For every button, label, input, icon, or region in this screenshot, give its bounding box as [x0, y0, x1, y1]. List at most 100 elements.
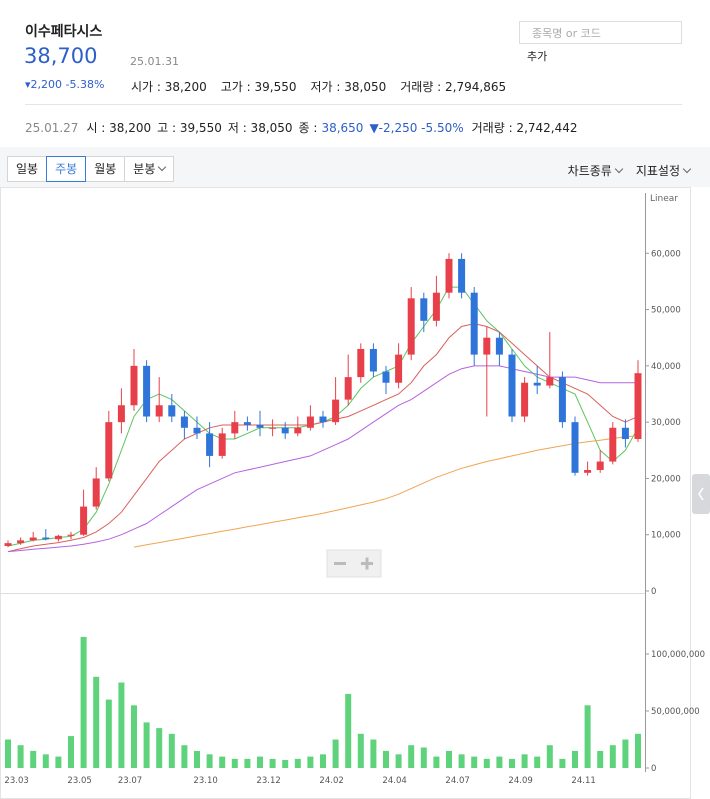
- volume-bar: [269, 758, 276, 768]
- candle-body: [319, 416, 327, 423]
- candle-body: [269, 427, 277, 429]
- candle-body: [193, 427, 201, 434]
- candle-body: [130, 365, 138, 406]
- volume-bar: [320, 754, 326, 768]
- candle-body: [395, 354, 403, 383]
- volume-bar: [345, 693, 352, 768]
- x-tick-label: 23.07: [118, 776, 142, 786]
- period-button[interactable]: 일봉: [7, 156, 48, 182]
- candle-body: [369, 348, 377, 372]
- candle-body: [206, 433, 214, 456]
- volume-bar: [93, 676, 100, 768]
- volume-bar: [584, 705, 591, 768]
- candle-body: [495, 337, 503, 355]
- y-tick-label: 50,000,000: [651, 707, 700, 717]
- volume-bar: [244, 758, 251, 768]
- volume-bar: [471, 756, 478, 768]
- volume-bar: [521, 754, 528, 768]
- volume-bar: [131, 705, 137, 768]
- period-button[interactable]: 월봉: [85, 156, 126, 182]
- candle-body: [243, 422, 251, 425]
- candle-body: [155, 405, 163, 417]
- candle-body: [508, 354, 516, 417]
- info-item: 저 : 38,050: [227, 121, 293, 135]
- info-item: 시 : 38,200: [86, 121, 152, 135]
- add-button[interactable]: 추가: [527, 50, 548, 63]
- candle-body: [231, 422, 239, 434]
- info-date: 25.01.27: [25, 121, 79, 135]
- candle-body: [92, 478, 100, 507]
- volume-bar: [383, 750, 389, 768]
- y-tick-label: 60,000: [651, 249, 681, 259]
- stat: 고가 : 39,550: [220, 80, 297, 94]
- x-tick-label: 24.11: [571, 776, 595, 786]
- candle-body: [17, 540, 25, 544]
- volume-bar: [55, 756, 62, 768]
- y-tick-label: 0: [651, 764, 656, 774]
- y-tick-label: 20,000: [651, 474, 681, 484]
- stat: 시가 : 38,200: [131, 80, 207, 94]
- period-button[interactable]: 주봉: [46, 156, 87, 182]
- volume-bar: [458, 754, 465, 768]
- volume-bar: [395, 754, 402, 768]
- volume-bar: [42, 754, 49, 768]
- x-tick-label: 24.09: [508, 776, 532, 786]
- x-tick-label: 23.03: [4, 776, 28, 786]
- volume-bar: [446, 750, 452, 768]
- zoom-control[interactable]: [326, 549, 382, 578]
- info-change: ▼-2,250 -5.50%: [369, 121, 464, 135]
- candle-body: [105, 422, 113, 479]
- candle-body: [571, 422, 579, 473]
- side-tab-arrow[interactable]: [698, 487, 704, 501]
- scale-label: Linear: [650, 194, 678, 204]
- candle-body: [294, 427, 302, 434]
- candle-body: [584, 469, 592, 473]
- period-buttons: 일봉 주봉 월봉 분봉: [7, 156, 175, 182]
- volume-bar: [5, 739, 11, 768]
- volume-bar: [257, 756, 263, 768]
- candle-body: [67, 534, 75, 536]
- volume-bar: [80, 636, 87, 768]
- moving-average-line: [7, 365, 638, 553]
- candle-body: [420, 298, 428, 321]
- search-input[interactable]: 종목명 or 코드: [519, 21, 682, 44]
- side-tab[interactable]: [692, 474, 710, 514]
- right-tools: 차트종류 지표설정: [554, 160, 690, 179]
- volume-bar: [572, 750, 578, 768]
- volume-bar: [168, 733, 175, 768]
- x-tick-label: 23.05: [67, 776, 91, 786]
- volume-bar: [622, 739, 629, 768]
- candle-body: [483, 337, 491, 355]
- volume-bar: [156, 728, 163, 768]
- candle-body: [546, 377, 554, 386]
- close-label: 종 :: [298, 121, 318, 135]
- stock-name: 이수페타시스: [25, 24, 103, 40]
- candle-body: [4, 543, 12, 546]
- candle-body: [54, 535, 62, 540]
- candle-body: [521, 382, 529, 417]
- candle-body: [357, 348, 365, 378]
- candle-body: [470, 292, 478, 355]
- x-tick-label: 23.10: [193, 776, 217, 786]
- volume-bar: [231, 758, 238, 768]
- candle-body: [168, 405, 176, 417]
- tool-menu[interactable]: 차트종류: [568, 164, 622, 178]
- x-tick-label: 24.02: [319, 776, 343, 786]
- volume-bar: [206, 754, 213, 768]
- tool-menu[interactable]: 지표설정: [636, 164, 690, 178]
- candle-body: [432, 292, 440, 321]
- volume-bar: [282, 760, 289, 768]
- candle-body: [445, 258, 453, 293]
- x-tick-label: 24.07: [445, 776, 469, 786]
- candle-body: [42, 537, 50, 540]
- candle-body: [281, 427, 289, 434]
- volume-bar: [105, 699, 112, 768]
- side-tab-bg[interactable]: [692, 474, 710, 514]
- volume-bar: [433, 756, 440, 768]
- candle-body: [382, 371, 390, 383]
- volume-bar: [534, 756, 541, 768]
- change: ▾2,200 -5.38%: [25, 78, 105, 91]
- period-button[interactable]: 분봉: [124, 156, 175, 182]
- candle-body: [218, 433, 226, 456]
- candle-body: [180, 416, 188, 428]
